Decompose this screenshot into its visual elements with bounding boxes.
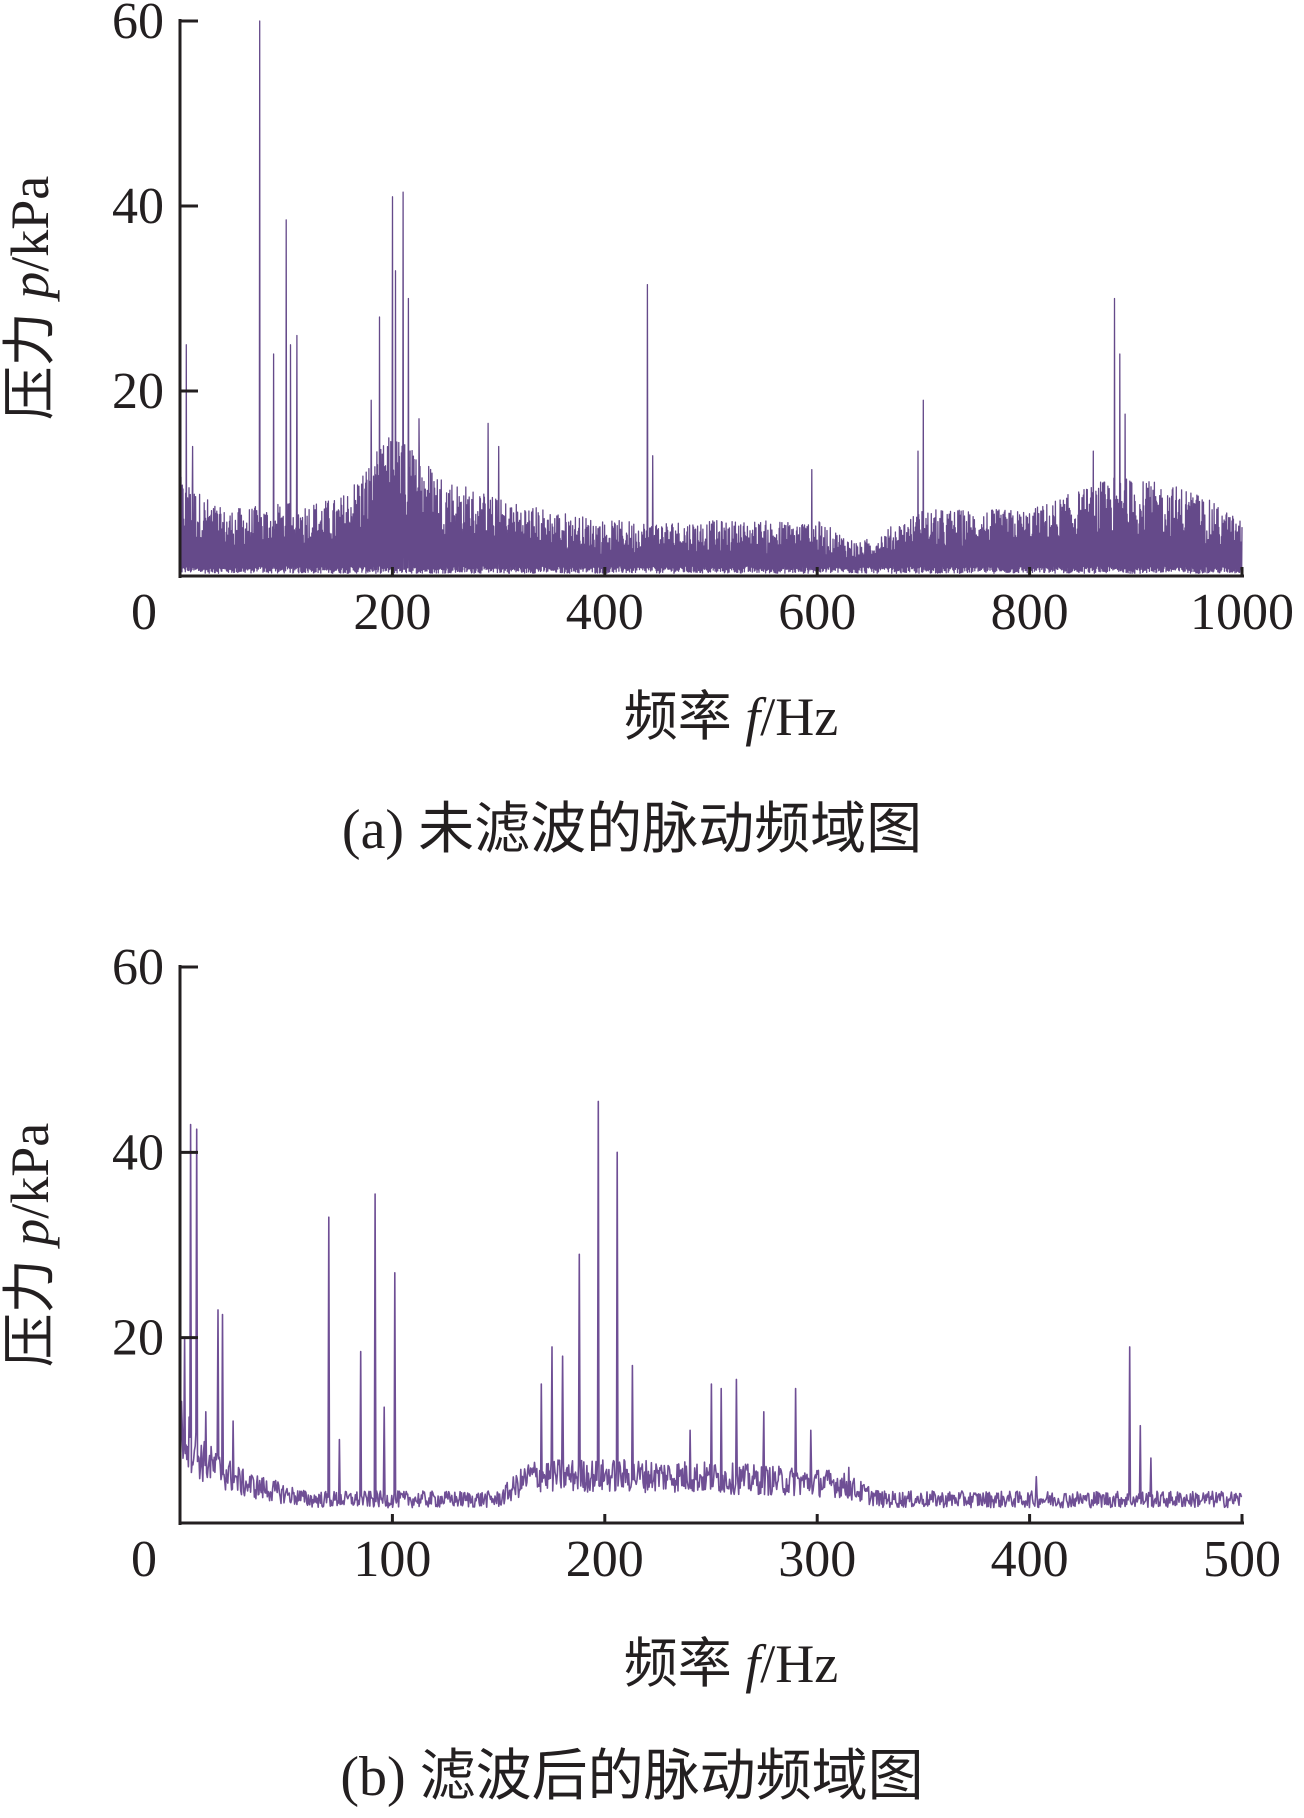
y-tick-label: 40 bbox=[112, 1124, 164, 1181]
x-tick-label: 400 bbox=[566, 584, 644, 641]
x-tick-label: 600 bbox=[778, 584, 856, 641]
x-tick-label: 200 bbox=[353, 584, 431, 641]
x-tick-label: 300 bbox=[778, 1531, 856, 1588]
x-axis-label: 频率 f/Hz bbox=[624, 1634, 838, 1694]
y-axis-label-variable: p bbox=[0, 272, 60, 303]
y-axis-label: 压力 p/kPa bbox=[0, 176, 60, 421]
x-tick-label: 200 bbox=[566, 1531, 644, 1588]
y-tick-label: 20 bbox=[112, 1310, 164, 1367]
chart-panel-b: 0 100 200 300 400 500 20 40 60 频率 f/Hz 压力 p/kPa (b)… bbox=[0, 939, 1281, 1808]
y-tick-label: 20 bbox=[112, 363, 164, 420]
x-tick-label: 100 bbox=[353, 1531, 431, 1588]
data-series-line bbox=[179, 1100, 1243, 1509]
x-axis-label-prefix: 频率 bbox=[624, 687, 746, 747]
y-tick-label: 40 bbox=[112, 178, 164, 235]
y-axis-label-variable: p bbox=[0, 1219, 60, 1250]
figure-caption: (a) 未滤波的脉动频域图 bbox=[342, 799, 922, 861]
y-tick-label: 60 bbox=[112, 939, 164, 996]
x-tick-label: 800 bbox=[991, 584, 1069, 641]
figure-caption: (b) 滤波后的脉动频域图 bbox=[340, 1746, 923, 1808]
data-series-line bbox=[179, 20, 1243, 574]
x-tick-label: 1000 bbox=[1190, 584, 1294, 641]
x-axis-label: 频率 f/Hz bbox=[624, 687, 838, 747]
y-axis-label-prefix: 压力 bbox=[0, 1246, 60, 1368]
y-axis-label-unit: /kPa bbox=[0, 1123, 60, 1219]
x-tick-label: 0 bbox=[131, 1531, 157, 1588]
y-tick-label: 60 bbox=[112, 0, 164, 50]
x-axis-label-prefix: 频率 bbox=[624, 1634, 746, 1694]
x-tick-label: 0 bbox=[131, 584, 157, 641]
x-tick-label: 500 bbox=[1203, 1531, 1281, 1588]
chart-panel-a: 0 200 400 600 800 1000 20 40 60 频率 f/Hz 压力 p/kPa (a… bbox=[0, 0, 1294, 861]
y-axis-label-prefix: 压力 bbox=[0, 299, 60, 421]
x-axis-label-unit: /Hz bbox=[760, 687, 838, 747]
x-tick-label: 400 bbox=[991, 1531, 1069, 1588]
y-axis-label-unit: /kPa bbox=[0, 176, 60, 272]
x-axis-label-unit: /Hz bbox=[760, 1634, 838, 1694]
y-axis-label: 压力 p/kPa bbox=[0, 1123, 60, 1368]
